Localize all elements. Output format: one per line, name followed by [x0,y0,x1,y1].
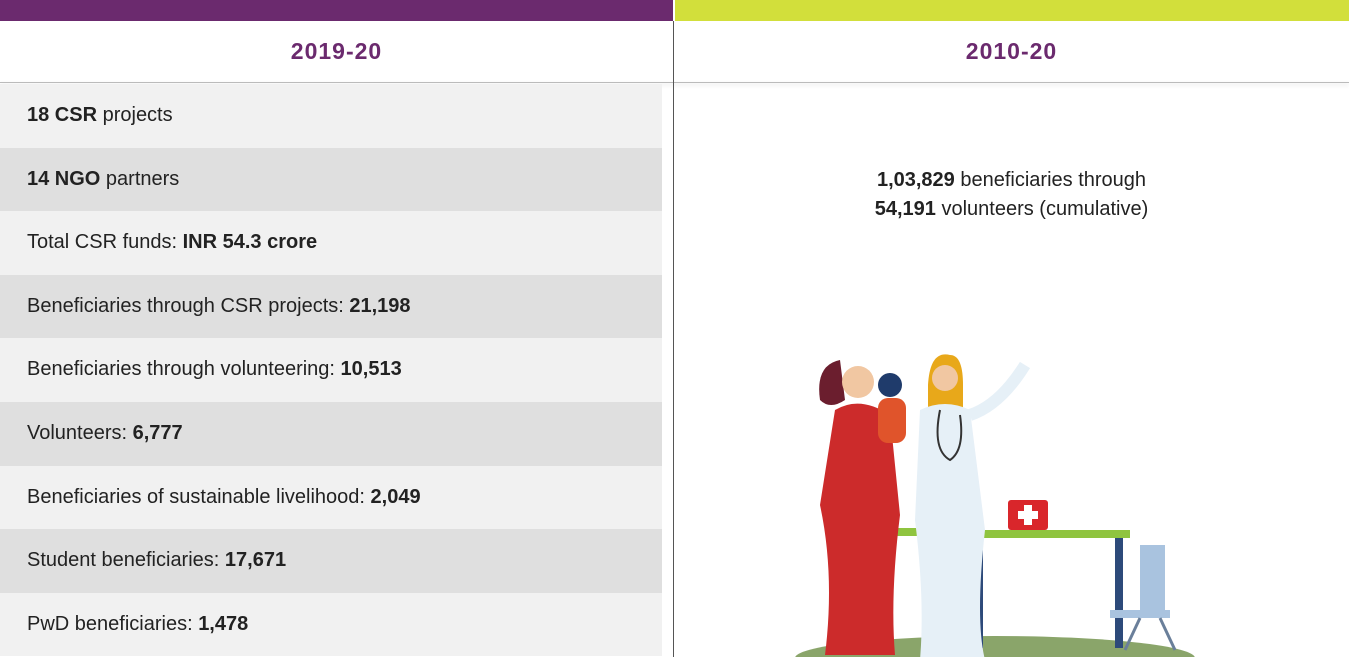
stat-row: 18 CSR projects [0,84,662,148]
text: Total CSR funds: [27,231,183,254]
stat-row: 14 NGO partners [0,147,662,212]
stat-row: Total CSR funds: INR 54.3 crore [0,211,662,275]
text: Beneficiaries through volunteering: [27,358,341,381]
stat-row: Student beneficiaries: 17,671 [0,529,662,593]
text: projects [97,104,173,126]
highlight-text: 21,198 [349,294,411,317]
column-divider [673,21,674,657]
text: volunteers (cumulative) [935,198,1149,220]
text: PwD beneficiaries: [27,612,199,635]
highlight-text: 54,191 [874,198,936,220]
highlight-text: 2,049 [370,485,421,508]
text: Student beneficiaries: [27,549,225,572]
highlight-text: 14 NGO [27,167,101,190]
accent-bar [675,0,1349,21]
text: partners [100,167,180,190]
highlight-text: 17,671 [224,549,287,572]
stat-row: Beneficiaries through CSR projects: 21,1… [0,274,662,339]
accent-bar [0,0,673,21]
highlight-text: INR 54.3 crore [182,231,318,254]
column-heading: 2010-20 [965,38,1058,64]
stat-row: PwD beneficiaries: 1,478 [0,592,662,657]
illustration [795,354,1195,657]
highlight-text: 18 CSR [27,104,98,126]
text: Beneficiaries of sustainable livelihood: [27,485,371,508]
text: Beneficiaries through CSR projects: [27,294,350,317]
stat-list: 18 CSR projects 14 NGO partners Total CSR … [0,84,662,657]
highlight-text: 6,777 [132,421,183,444]
highlight-text: 1,478 [198,612,249,635]
highlight-text: 10,513 [340,358,402,381]
text-line: 54,191 volunteers (cumulative) [674,195,1349,224]
text-line: 1,03,829 beneficiaries through [674,166,1349,195]
stat-row: Beneficiaries through volunteering: 10,5… [0,338,662,402]
stat-row: Volunteers: 6,777 [0,401,662,466]
stat-row: Beneficiaries of sustainable livelihood:… [0,465,662,530]
header-rule [0,82,1349,83]
text: Volunteers: [27,421,133,444]
column-heading: 2019-20 [290,38,383,64]
highlight-text: 1,03,829 [876,169,955,191]
cumulative-text: 1,03,829 beneficiaries through 54,191 vol… [674,166,1349,224]
text: beneficiaries through [954,169,1147,191]
